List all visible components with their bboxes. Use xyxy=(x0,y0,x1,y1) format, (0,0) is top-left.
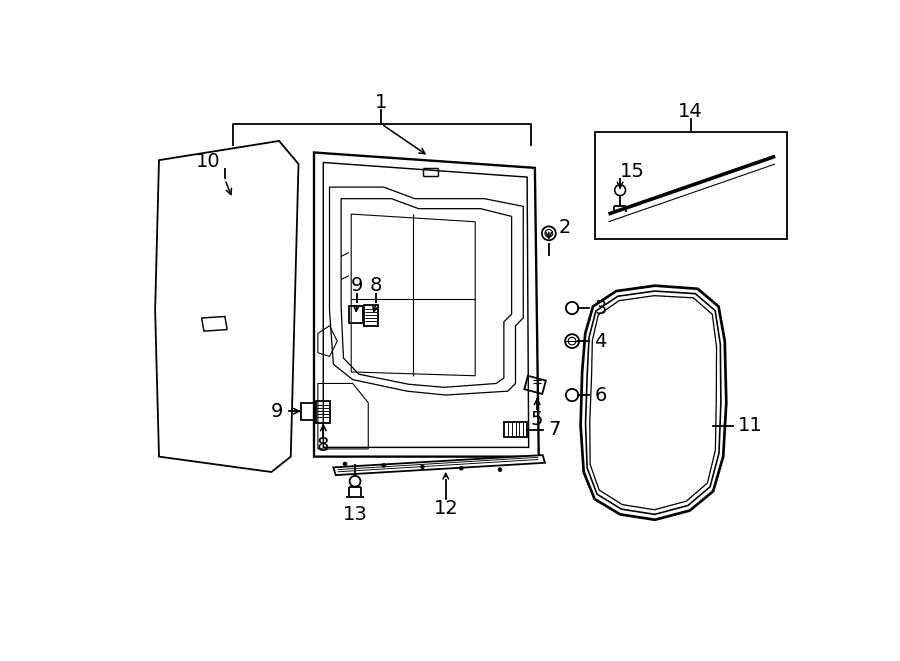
Text: 5: 5 xyxy=(531,410,544,429)
Text: 10: 10 xyxy=(196,152,221,171)
Text: 3: 3 xyxy=(595,299,607,317)
Bar xyxy=(316,401,330,423)
Circle shape xyxy=(420,465,425,469)
Circle shape xyxy=(382,463,386,467)
Text: 4: 4 xyxy=(595,332,607,350)
Polygon shape xyxy=(333,455,545,475)
Bar xyxy=(525,375,546,394)
Bar xyxy=(364,305,378,327)
Circle shape xyxy=(343,462,346,466)
Text: 7: 7 xyxy=(548,420,561,439)
Bar xyxy=(595,132,787,239)
Circle shape xyxy=(498,468,502,471)
Text: 15: 15 xyxy=(620,162,645,181)
Text: 12: 12 xyxy=(434,500,458,518)
Text: 8: 8 xyxy=(317,436,329,455)
Circle shape xyxy=(459,466,464,470)
Text: 14: 14 xyxy=(679,102,703,121)
Text: 1: 1 xyxy=(375,93,388,112)
Bar xyxy=(349,307,363,323)
Text: 9: 9 xyxy=(350,276,363,295)
Text: 9: 9 xyxy=(271,402,283,420)
Text: 11: 11 xyxy=(738,416,762,436)
Bar xyxy=(301,403,315,420)
Text: 6: 6 xyxy=(595,385,607,405)
Text: 8: 8 xyxy=(370,276,382,295)
Text: 13: 13 xyxy=(343,505,367,524)
Text: 2: 2 xyxy=(558,217,571,237)
Bar xyxy=(504,422,527,438)
